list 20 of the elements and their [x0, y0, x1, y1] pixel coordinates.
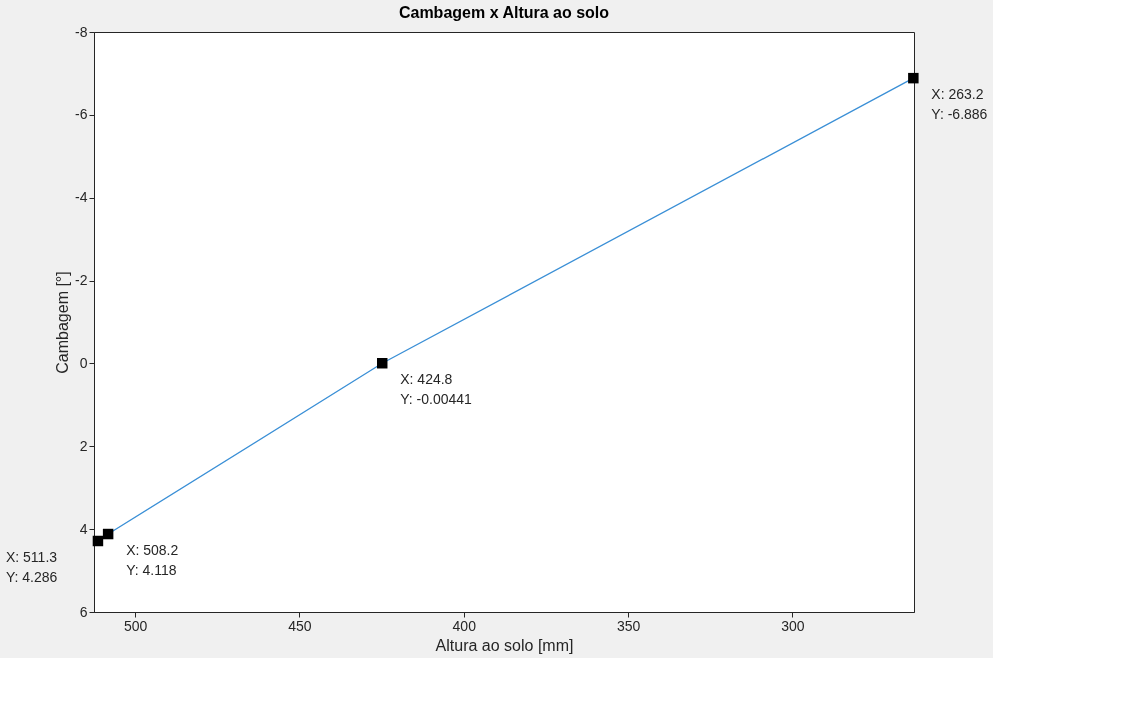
annotation: X: 424.8 Y: -0.00441	[400, 371, 473, 408]
annotation: X: 511.3 Y: 4.286	[5, 548, 58, 585]
x-tick-label: 400	[452, 617, 477, 634]
y-tick-label: 2	[79, 437, 88, 454]
annotation: X: 263.2 Y: -6.886	[931, 86, 988, 123]
x-tick-label: 300	[781, 617, 805, 634]
y-tick-label: -6	[75, 106, 88, 123]
x-axis-title: Altura ao solo [mm]	[435, 636, 574, 654]
y-tick-label: 4	[79, 520, 88, 537]
y-tick-label: -2	[75, 272, 88, 289]
annotation: X: 508.2 Y: 4.118	[126, 542, 179, 579]
y-tick-label: 6	[79, 603, 88, 620]
x-tick-label: 500	[123, 617, 148, 634]
x-tick-label: 450	[288, 617, 312, 634]
y-axis-title: Cambagem [°]	[54, 271, 72, 374]
y-tick-label: 0	[79, 354, 88, 371]
x-tick-label: 350	[616, 617, 641, 634]
y-tick-label: -4	[75, 189, 88, 206]
y-tick-label: -8	[75, 23, 88, 40]
chart-title: Cambagem x Altura ao solo	[398, 4, 610, 21]
